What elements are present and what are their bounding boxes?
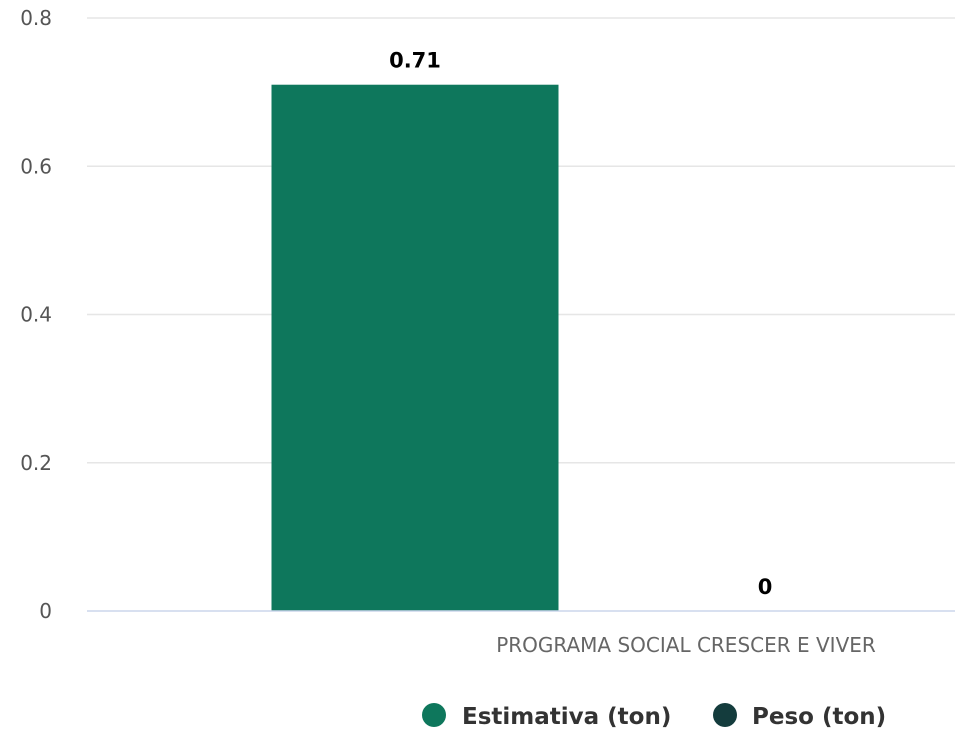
legend-label-peso[interactable]: Peso (ton) <box>752 704 886 730</box>
legend-item-peso[interactable]: Peso (ton) <box>713 703 886 730</box>
bar-estimativa[interactable] <box>271 84 559 611</box>
legend[interactable]: Estimativa (ton) Peso (ton) <box>422 703 886 730</box>
y-tick-label: 0.4 <box>20 303 52 327</box>
y-tick-label: 0.2 <box>20 451 52 475</box>
legend-label-estimativa[interactable]: Estimativa (ton) <box>462 704 671 730</box>
legend-marker-estimativa <box>422 703 446 727</box>
bars <box>271 84 559 611</box>
data-labels: 0.71 0 <box>389 49 772 599</box>
legend-item-estimativa[interactable]: Estimativa (ton) <box>422 703 671 730</box>
y-tick-label: 0.6 <box>20 154 52 178</box>
data-label-peso: 0 <box>758 575 773 599</box>
legend-marker-peso <box>713 703 737 727</box>
category-label: PROGRAMA SOCIAL CRESCER E VIVER <box>496 633 876 657</box>
y-tick-label: 0 <box>39 599 52 623</box>
y-axis-ticks: 0 0.2 0.4 0.6 0.8 <box>20 6 52 623</box>
data-label-estimativa: 0.71 <box>389 49 441 73</box>
y-tick-label: 0.8 <box>20 6 52 30</box>
